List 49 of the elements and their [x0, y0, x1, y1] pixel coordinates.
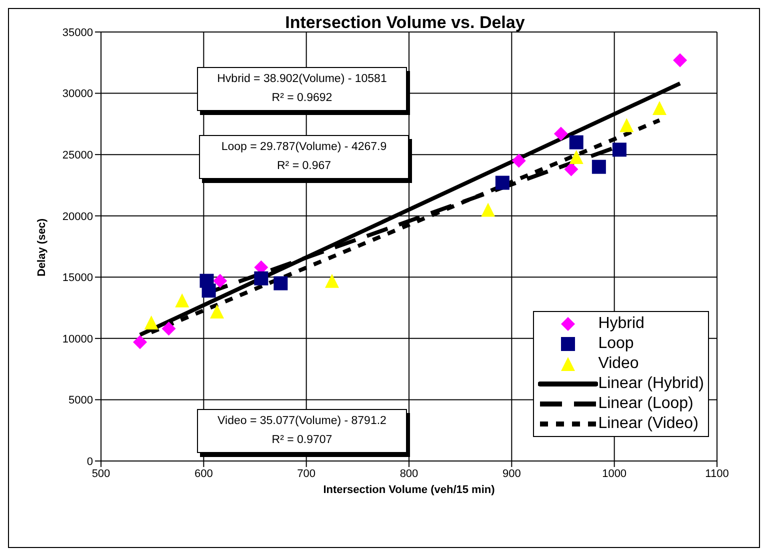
y-tick-label: 10000 — [62, 333, 93, 346]
x-tick-label: 700 — [297, 468, 316, 480]
point — [213, 274, 228, 288]
point — [495, 176, 510, 190]
y-tick-label: 25000 — [62, 149, 93, 162]
point — [592, 160, 606, 174]
x-tick-label: 800 — [400, 468, 418, 480]
point — [254, 271, 268, 286]
x-tick-label: 900 — [502, 468, 521, 480]
point — [162, 322, 176, 336]
y-tick-label: 15000 — [62, 272, 93, 284]
point — [144, 315, 158, 330]
legend-label: Video — [598, 355, 639, 373]
annotation: Hvbrid = 38.902(Volume) - 10581 R² = 0.9692 — [216, 72, 388, 106]
chart-title: Intersection Volume vs. Delay — [285, 13, 525, 32]
point — [325, 274, 339, 288]
point — [274, 276, 288, 290]
y-tick-label: 35000 — [62, 26, 93, 39]
point — [554, 126, 568, 141]
point — [481, 202, 496, 217]
y-tick-label: 30000 — [62, 88, 93, 100]
legend-label: Linear (Loop) — [598, 395, 694, 413]
y-tick-label: 20000 — [62, 210, 93, 223]
x-tick-label: 1000 — [602, 468, 627, 480]
y-axis-title: Delay (sec) — [36, 218, 48, 276]
y-tick-label: 0 — [86, 456, 93, 468]
legend-label: Linear (Video) — [598, 415, 698, 433]
point — [673, 53, 688, 68]
x-axis-title: Intersection Volume (veh/15 min) — [323, 484, 496, 496]
x-tick-label: 1100 — [705, 468, 729, 480]
point — [133, 335, 148, 350]
annotation: Loop = 29.787(Volume) - 4267.9 R² = 0.967 — [220, 140, 388, 174]
x-tick-label: 500 — [92, 468, 110, 480]
legend-label: Linear (Hybrid) — [598, 375, 704, 393]
point — [620, 118, 634, 132]
point — [569, 135, 584, 150]
point — [652, 100, 667, 115]
point — [512, 154, 526, 168]
annotation: Video = 35.077(Volume) - 8791.2 R² = 0.9707 — [216, 414, 388, 448]
point — [175, 293, 190, 308]
point — [202, 284, 216, 298]
x-tick-label: 600 — [194, 468, 213, 480]
point — [569, 150, 584, 164]
point — [210, 304, 224, 318]
legend-label: Loop — [598, 335, 634, 353]
y-tick-label: 5000 — [68, 394, 93, 407]
point — [564, 162, 578, 176]
point — [612, 142, 626, 157]
legend-label: Hybrid — [598, 315, 644, 333]
